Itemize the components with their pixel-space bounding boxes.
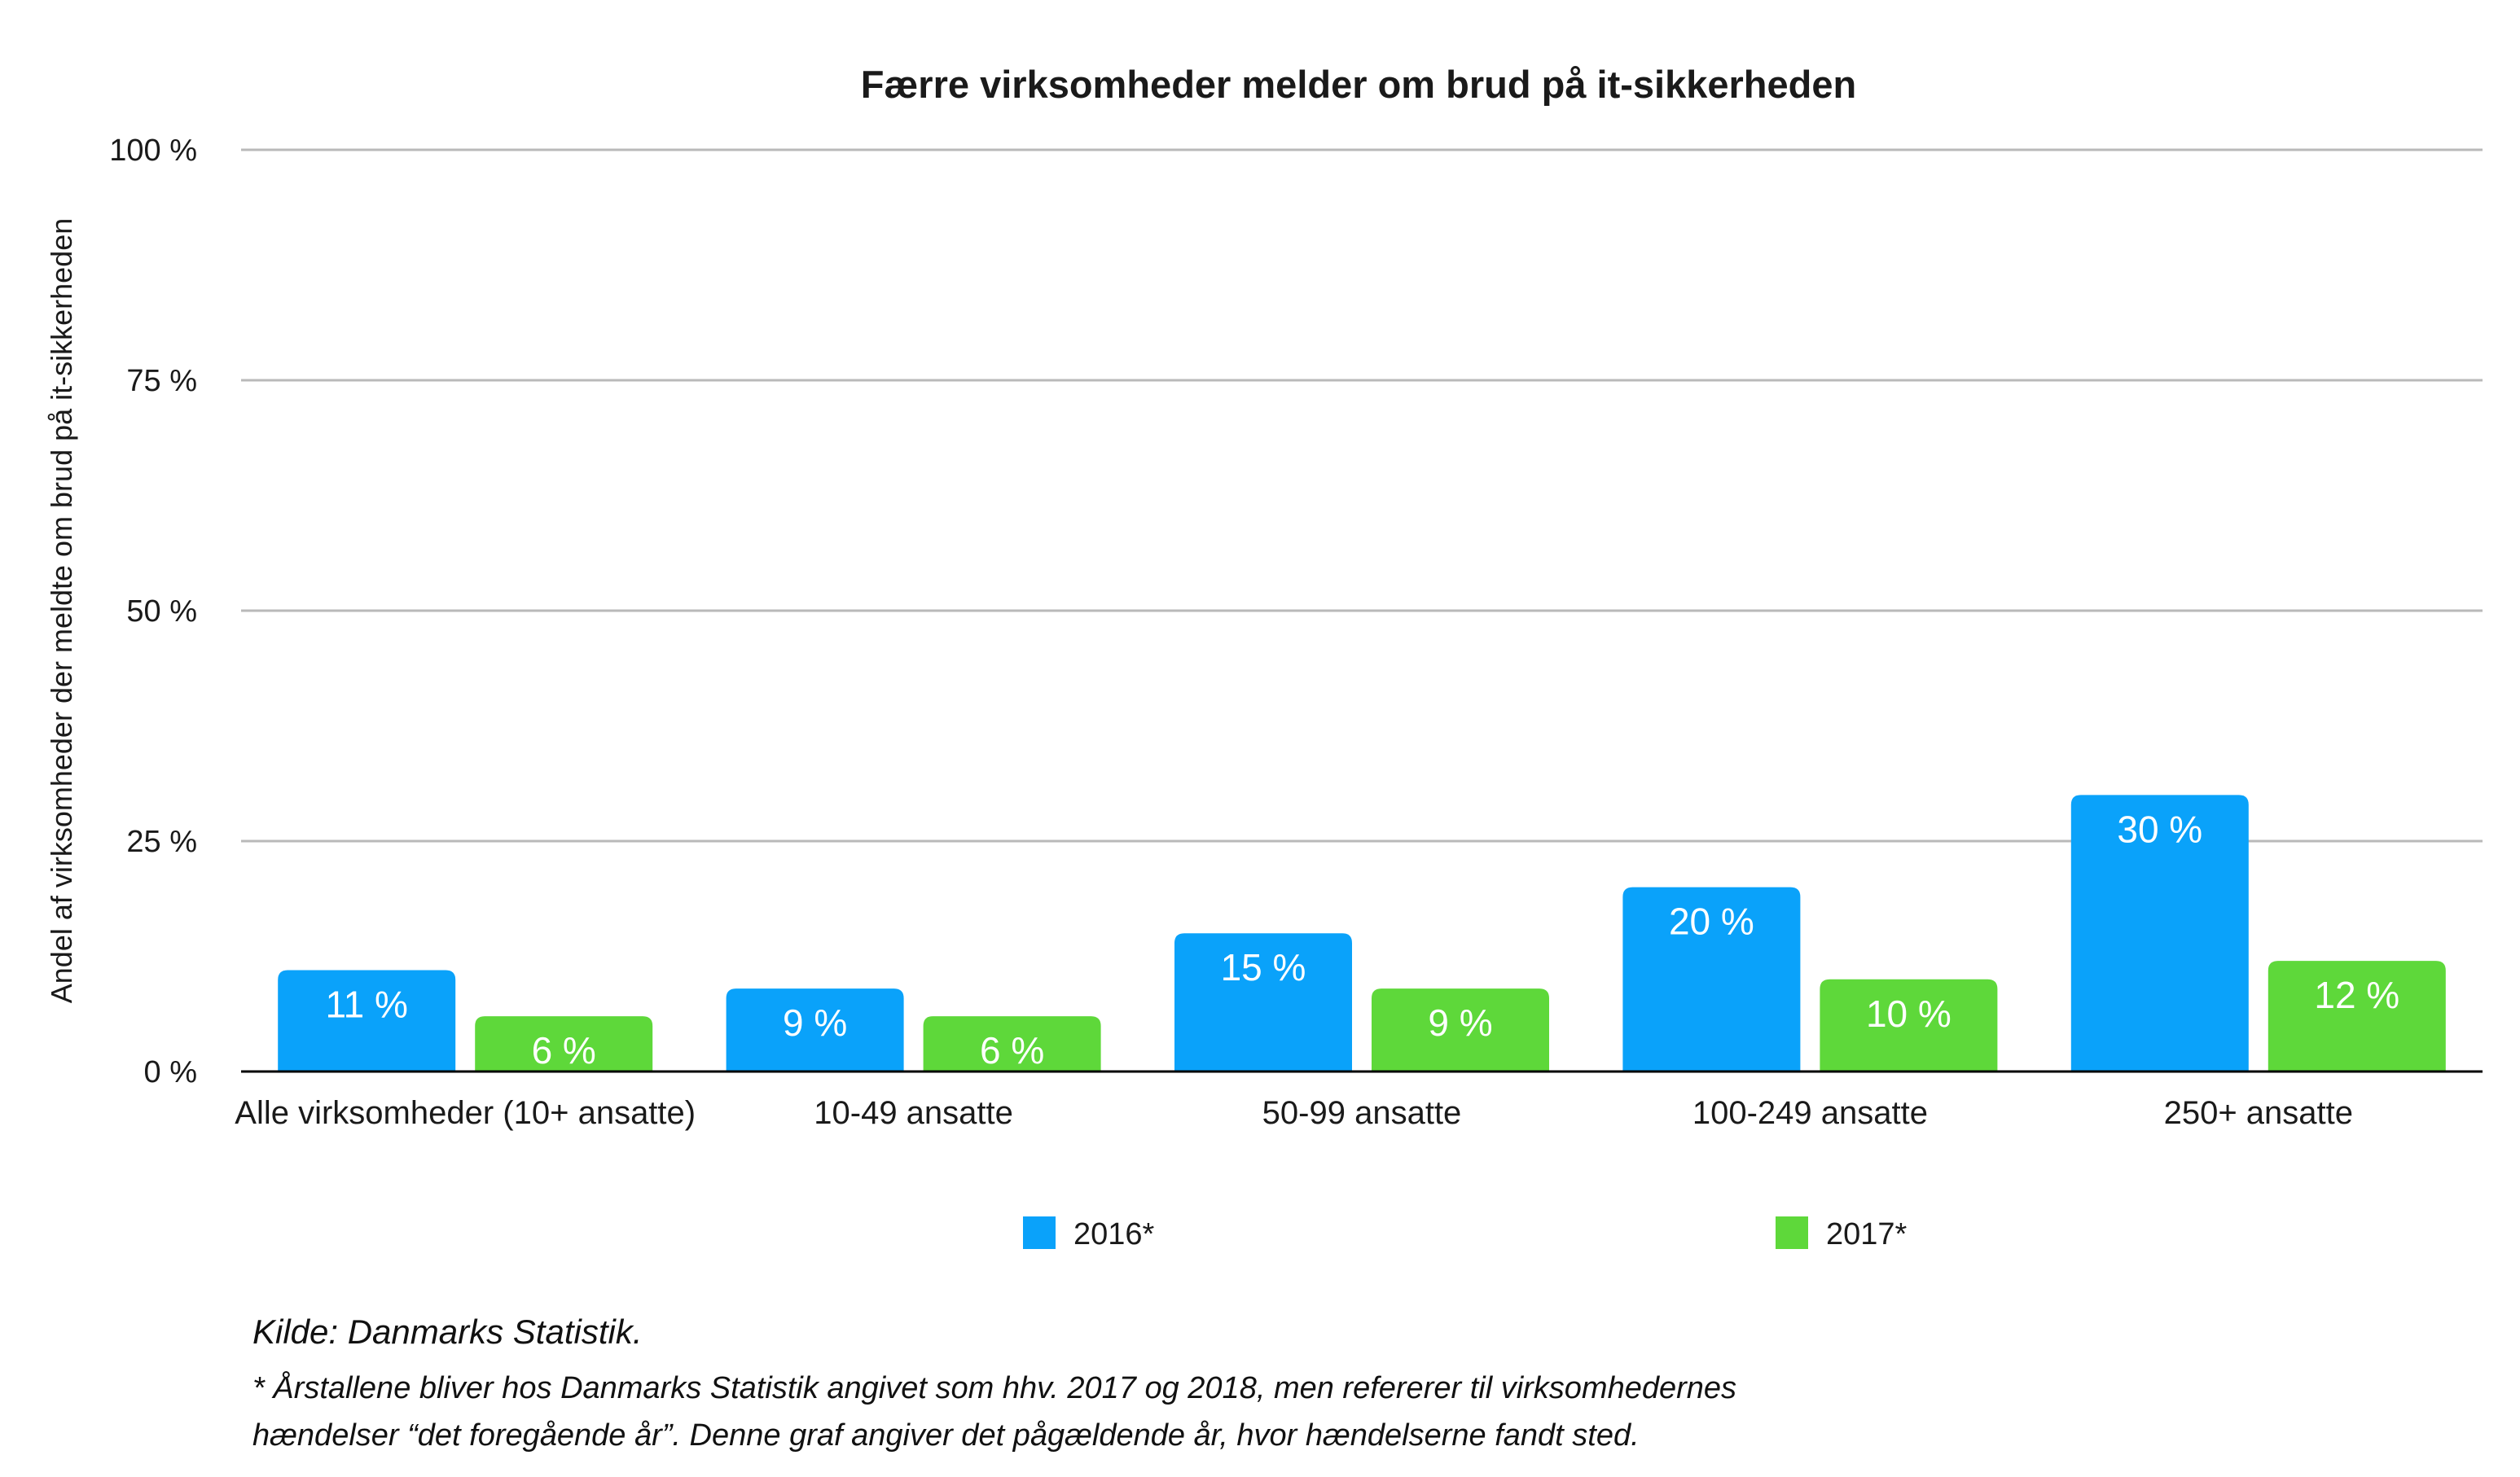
bar-2017-1 [923, 1016, 1101, 1072]
bar-2016-1 [726, 988, 904, 1072]
data-label: 30 % [2117, 808, 2202, 850]
footnote-line-1: * Årstallene bliver hos Danmarks Statist… [252, 1371, 1737, 1405]
y-tick-label: 25 % [126, 825, 197, 859]
data-label: 15 % [1221, 946, 1306, 988]
legend-label: 2017* [1826, 1217, 1908, 1251]
x-category-label: Alle virksomheder (10+ ansatte) [235, 1095, 696, 1131]
data-label: 11 % [325, 983, 407, 1025]
y-tick-label: 75 % [126, 364, 197, 398]
data-label: 6 % [532, 1029, 596, 1072]
bar-2017-4 [2268, 961, 2446, 1072]
chart-title: Færre virksomheder melder om brud på it-… [861, 63, 1856, 106]
bars [278, 795, 2446, 1072]
x-axis-category-labels: Alle virksomheder (10+ ansatte) 10-49 ans… [235, 1095, 2353, 1131]
bar-2017-2 [1372, 988, 1549, 1072]
x-category-label: 100-249 ansatte [1692, 1095, 1928, 1131]
bar-2016-3 [1622, 887, 1801, 1072]
legend: 2016* 2017* [1023, 1216, 1908, 1251]
footnote: * Årstallene bliver hos Danmarks Statist… [252, 1365, 2207, 1459]
y-tick-label: 100 % [109, 134, 197, 168]
data-label: 9 % [783, 1001, 847, 1044]
bar-2017-3 [1820, 979, 1998, 1072]
y-tick-label: 0 % [144, 1055, 197, 1089]
data-label: 10 % [1866, 993, 1951, 1035]
y-tick-label: 50 % [126, 594, 197, 629]
bar-2016-2 [1174, 933, 1352, 1072]
x-category-label: 10-49 ansatte [814, 1095, 1013, 1131]
footnote-line-2: hændelser “det foregående år”. Denne gra… [252, 1418, 1640, 1453]
bar-2016-4 [2070, 795, 2249, 1072]
data-label: 6 % [980, 1029, 1044, 1072]
y-axis-ticks: 0 % 25 % 50 % 75 % 100 % [109, 134, 197, 1089]
data-label: 9 % [1428, 1001, 1492, 1044]
gridlines [241, 148, 2483, 843]
source-note: Kilde: Danmarks Statistik. [252, 1313, 643, 1351]
data-label: 20 % [1669, 901, 1754, 943]
legend-swatch [1776, 1216, 1808, 1249]
bar-2016-0 [278, 970, 456, 1072]
bar-2017-0 [475, 1016, 653, 1072]
x-category-label: 250+ ansatte [2164, 1095, 2353, 1131]
y-axis-label: Andel af virksomheder der meldte om brud… [45, 218, 78, 1003]
legend-label: 2016* [1073, 1217, 1155, 1251]
legend-swatch [1023, 1216, 1056, 1249]
data-labels: 11 % 6 % 9 % 6 % 15 % 9 % 20 % 10 % 30 % 12 % [325, 808, 2399, 1072]
x-category-label: 50-99 ansatte [1262, 1095, 1462, 1131]
data-label: 12 % [2314, 974, 2399, 1016]
